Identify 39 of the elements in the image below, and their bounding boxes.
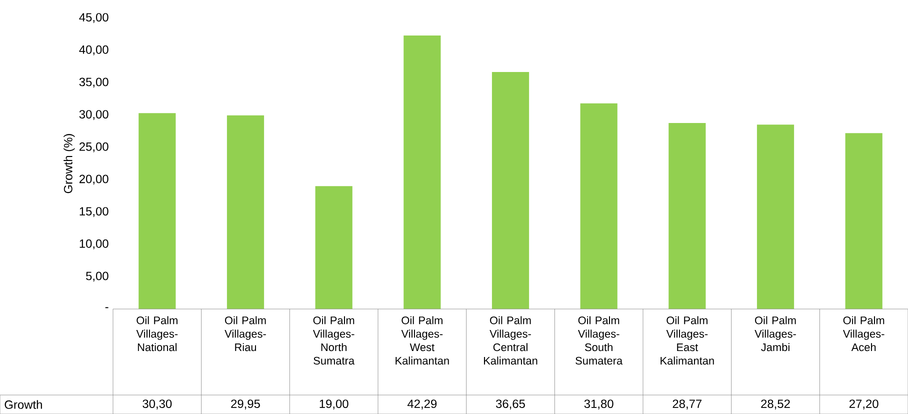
y-tick-label: - bbox=[105, 307, 108, 308]
bar bbox=[315, 186, 352, 309]
data-label: 27,20 bbox=[849, 400, 878, 410]
x-tick-label: Oil Palm Villages-Aceh bbox=[842, 316, 884, 352]
bar bbox=[756, 124, 794, 309]
y-tick-label: 15,00 bbox=[80, 207, 108, 217]
x-tick-label: Oil Palm Villages-South Sumatera bbox=[576, 316, 623, 365]
x-tick-label: Oil Palm Villages-Riau bbox=[224, 316, 266, 352]
y-axis-title: Growth (%) bbox=[64, 134, 75, 194]
y-tick-label: 25,00 bbox=[79, 142, 108, 152]
bar bbox=[580, 103, 618, 309]
data-label: 28,52 bbox=[761, 400, 790, 410]
x-tick-label: Oil Palm Villages-North Sumatra bbox=[312, 316, 355, 365]
x-tick-label: Oil Palm Villages-National bbox=[136, 316, 178, 352]
x-tick-label: Oil Palm Villages-East Kalimantan bbox=[660, 316, 714, 365]
text: Growth bbox=[4, 400, 42, 409]
bar bbox=[845, 133, 882, 309]
data-label: 31,80 bbox=[584, 400, 614, 410]
bar bbox=[492, 72, 530, 309]
y-tick-label: 45,00 bbox=[79, 13, 108, 23]
x-tick-label: Oil Palm Villages-West Kalimantan bbox=[396, 316, 449, 365]
bar bbox=[404, 36, 441, 309]
bar bbox=[138, 113, 176, 309]
y-tick-label: 35,00 bbox=[79, 78, 108, 88]
y-tick-label: 10,00 bbox=[80, 239, 108, 250]
y-tick-label: 20,00 bbox=[79, 174, 108, 185]
x-tick-label: Oil Palm Villages-Central Kalimantan bbox=[484, 316, 538, 365]
data-label: 30,30 bbox=[142, 400, 172, 410]
y-tick-label: 30,00 bbox=[79, 110, 108, 120]
data-label: 28,77 bbox=[672, 400, 702, 410]
y-tick-label: 5,00 bbox=[86, 272, 108, 282]
x-tick-label: Oil Palm Villages-Jambi bbox=[754, 316, 796, 352]
y-tick-label: 40,00 bbox=[79, 45, 108, 56]
data-label: 36,65 bbox=[496, 400, 525, 410]
data-label: 42,29 bbox=[407, 400, 437, 410]
bar bbox=[226, 115, 264, 309]
data-label: 29,95 bbox=[231, 400, 260, 410]
data-label: 19,00 bbox=[320, 400, 348, 410]
bar bbox=[668, 122, 706, 309]
